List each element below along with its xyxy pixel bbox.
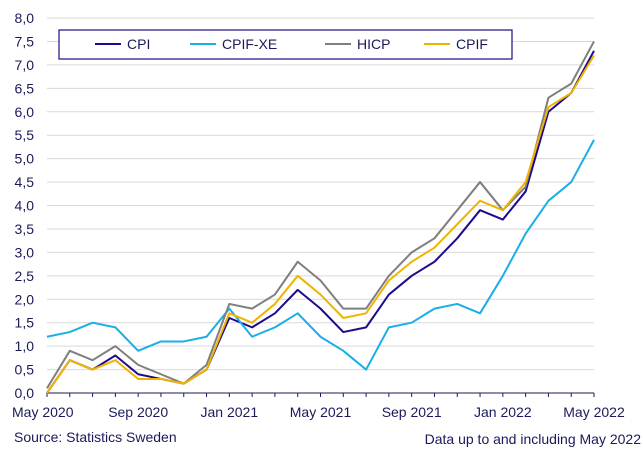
legend: CPI CPIF-XE HICP CPIF [58, 29, 513, 60]
series-line-cpi [46, 50, 595, 394]
x-tick-label: May 2021 [290, 404, 352, 420]
legend-label: CPI [127, 36, 150, 52]
y-tick-label: 3,5 [15, 221, 35, 237]
series-line-cpif [46, 54, 595, 394]
legend-label: HICP [357, 36, 390, 52]
legend-label: CPIF-XE [222, 36, 277, 52]
y-tick-label: 2,0 [15, 291, 35, 307]
x-tick-label: Sep 2021 [382, 404, 442, 420]
grid-lines [47, 17, 594, 394]
y-tick-label: 5,5 [15, 127, 35, 143]
y-tick-label: 1,5 [15, 315, 35, 331]
source-note: Source: Statistics Sweden [14, 429, 177, 445]
y-tick-label: 6,5 [15, 80, 35, 96]
series-lines [46, 40, 595, 394]
x-tick-label: Sep 2020 [108, 404, 168, 420]
y-tick-label: 4,5 [15, 174, 35, 190]
series-line-cpif-xe [46, 139, 595, 371]
x-axis: May 2020 Sep 2020 Jan 2021 May 2021 Sep 2021… [12, 392, 625, 420]
y-tick-label: 7,0 [15, 57, 35, 73]
y-tick-label: 3,0 [15, 244, 35, 260]
y-tick-label: 0,5 [15, 362, 35, 378]
x-tick-label: May 2020 [12, 404, 74, 420]
x-tick-label: Jan 2022 [474, 404, 532, 420]
data-note: Data up to and including May 2022 [424, 431, 641, 447]
x-tick-label: Jan 2021 [201, 404, 259, 420]
y-tick-label: 4,0 [15, 198, 35, 214]
y-axis-tick-labels: 0,0 0,5 1,0 1,5 2,0 2,5 3,0 3,5 4,0 4,5 5,0 5,5 6,0 6… [15, 10, 35, 401]
y-tick-label: 2,5 [15, 268, 35, 284]
y-tick-label: 7,5 [15, 33, 35, 49]
y-tick-label: 0,0 [15, 385, 35, 401]
x-tick-label: May 2022 [563, 404, 625, 420]
y-tick-label: 8,0 [15, 10, 35, 26]
y-tick-label: 5,0 [15, 151, 35, 167]
y-tick-label: 1,0 [15, 338, 35, 354]
y-tick-label: 6,0 [15, 104, 35, 120]
legend-label: CPIF [456, 36, 488, 52]
